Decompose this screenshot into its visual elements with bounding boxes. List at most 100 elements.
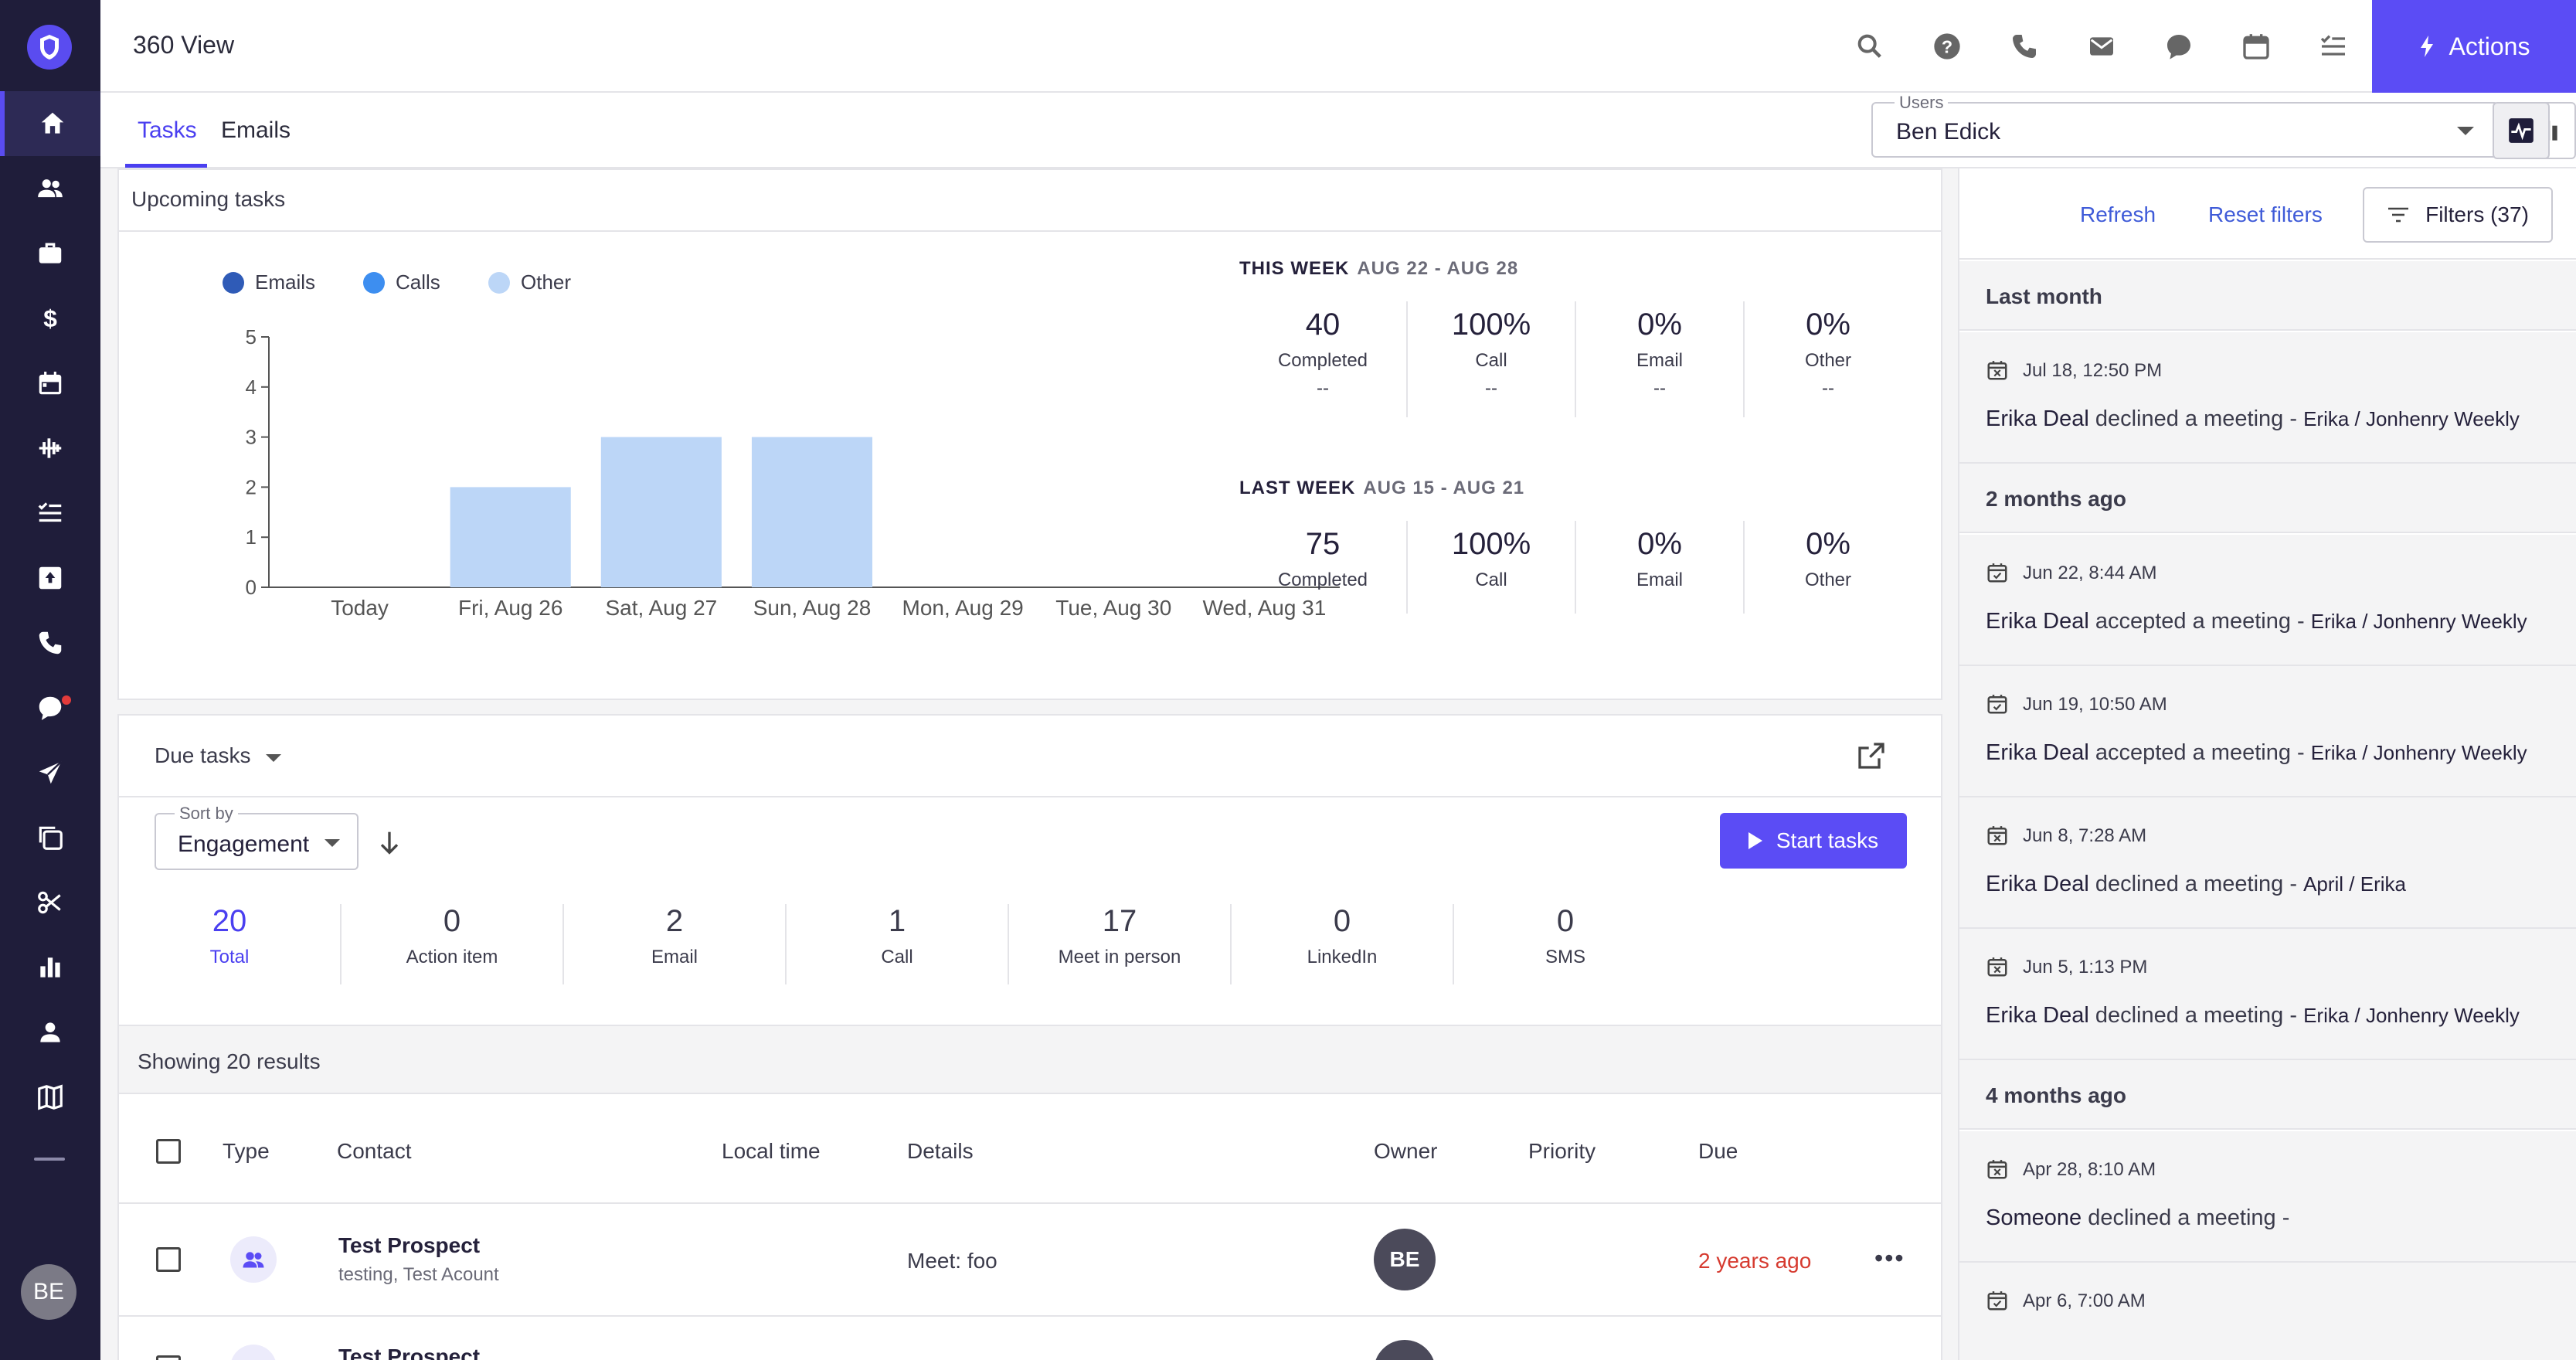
count-linkedin[interactable]: 0 LinkedIn [1232,904,1454,984]
feed-item[interactable]: Apr 6, 7:00 AM [1959,1263,2576,1360]
play-icon [1748,832,1762,849]
feed-item-person[interactable]: Erika Deal [1986,406,2089,431]
bar-other[interactable] [450,487,571,587]
count-action-item[interactable]: 0 Action item [342,904,564,984]
feed-item-meeting[interactable]: Erika / Jonhenry Weekly [2310,741,2527,764]
feed-item[interactable]: Jun 5, 1:13 PM Erika Deal declined a meet… [1959,929,2576,1060]
feed-item[interactable]: Jun 19, 10:50 AM Erika Deal accepted a me… [1959,666,2576,797]
sort-direction-icon[interactable] [374,827,405,858]
column-due[interactable]: Due [1698,1139,1738,1163]
bar-other[interactable] [751,437,873,587]
mail-icon[interactable] [2083,28,2120,65]
feed-item[interactable]: Jun 8, 7:28 AM Erika Deal declined a meet… [1959,797,2576,929]
bar-other[interactable] [600,437,722,587]
activity-view-button[interactable] [2493,102,2550,159]
sidebar-item-people[interactable] [0,156,100,221]
count-sms[interactable]: 0 SMS [1454,904,1677,984]
feed-item-person[interactable]: Erika Deal [1986,872,2089,896]
sidebar-item-task-list[interactable] [0,481,100,546]
count-email[interactable]: 2 Email [564,904,787,984]
due-tasks-title[interactable]: Due tasks [155,743,251,767]
column-local-time[interactable]: Local time [722,1139,821,1163]
row-checkbox[interactable] [156,1355,181,1360]
upcoming-tasks-header: Upcoming tasks [119,170,1941,232]
start-tasks-button[interactable]: Start tasks [1720,813,1907,869]
tab-bar: Tasks Emails Users Ben Edick [100,93,2576,168]
filters-button[interactable]: Filters (37) [2363,187,2553,243]
feed-item-person[interactable]: Erika Deal [1986,740,2089,765]
sidebar-item-person[interactable] [0,1000,100,1065]
actions-button[interactable]: Actions [2372,0,2576,93]
sidebar-item-waveform[interactable] [0,416,100,481]
count-meet-in-person[interactable]: 17 Meet in person [1009,904,1232,984]
feed-item-person[interactable]: Erika Deal [1986,1003,2089,1028]
phone-icon[interactable] [2006,28,2043,65]
contact-name[interactable]: Test Prospect [338,1345,481,1360]
feed-item-meeting[interactable]: Erika / Jonhenry Weekly [2303,1004,2520,1027]
calendar-icon[interactable] [2238,28,2275,65]
contact-name[interactable]: Test Prospect [338,1233,481,1257]
column-details[interactable]: Details [907,1139,974,1163]
feed-item-person[interactable]: Erika Deal [1986,609,2089,634]
active-tab-indicator [125,164,207,168]
row-checkbox[interactable] [156,1247,181,1272]
tab-emails[interactable]: Emails [221,117,291,143]
calendar-x-icon [1987,957,2007,977]
sidebar-item-phone[interactable] [0,610,100,675]
count-total[interactable]: 20 Total [119,904,342,984]
sidebar-item-briefcase[interactable] [0,221,100,286]
feed-item-meeting[interactable]: Erika / Jonhenry Weekly [2303,407,2520,430]
sidebar-item-home[interactable] [0,91,100,156]
tab-tasks[interactable]: Tasks [138,117,197,143]
sidebar-item-calendar[interactable] [0,351,100,416]
feed-item[interactable]: Jul 18, 12:50 PM Erika Deal declined a me… [1959,332,2576,464]
feed-item[interactable]: Apr 28, 8:10 AM Someone declined a meetin… [1959,1131,2576,1263]
dollar-icon: $ [43,304,57,332]
app-logo-icon[interactable] [25,23,73,71]
users-select[interactable]: Users Ben Edick [1871,93,2499,158]
sidebar-item-scissors[interactable] [0,870,100,935]
chat-icon[interactable] [2160,28,2197,65]
search-icon[interactable] [1851,28,1888,65]
sidebar-item-upload-box[interactable] [0,546,100,610]
sidebar-item-dollar[interactable]: $ [0,286,100,351]
select-all-checkbox[interactable] [156,1139,181,1164]
sidebar-item-bar-chart[interactable] [0,935,100,1000]
y-tick-label: 3 [246,426,257,449]
chevron-down-icon[interactable] [266,754,281,762]
sidebar-item-chat[interactable] [0,675,100,740]
feed-item-meeting[interactable]: April / Erika [2303,872,2406,896]
sort-by-value: Engagement [178,831,310,857]
sidebar-item-send[interactable] [0,740,100,805]
feed-item[interactable]: Jun 22, 8:44 AM Erika Deal accepted a mee… [1959,535,2576,666]
stat-call: 100% Call -- [1408,301,1576,417]
open-external-icon[interactable] [1856,740,1887,771]
feed-item-meeting[interactable]: Erika / Jonhenry Weekly [2310,610,2527,633]
column-type[interactable]: Type [223,1139,270,1163]
task-list-icon[interactable] [2315,28,2352,65]
legend-label: Calls [396,270,440,294]
help-icon[interactable]: ? [1929,28,1966,65]
legend-label: Other [521,270,572,294]
sort-by-select[interactable]: Sort by Engagement [155,804,359,870]
refresh-link[interactable]: Refresh [2080,202,2156,226]
reset-filters-link[interactable]: Reset filters [2208,202,2323,226]
sidebar-item-map[interactable] [0,1065,100,1130]
details-value: foo [967,1249,997,1273]
column-contact[interactable]: Contact [337,1139,412,1163]
column-owner[interactable]: Owner [1374,1139,1438,1163]
stat-call: 100% Call [1408,521,1576,614]
due-tasks-card: Due tasks Sort by Engagement Start tasks… [117,714,1942,1360]
sidebar-item-copy[interactable] [0,805,100,870]
users-select-value: Ben Edick [1896,119,2001,144]
feed-group-label: 4 months ago [1986,1083,2127,1107]
stat-delta: -- [1485,378,1497,399]
count-call[interactable]: 1 Call [787,904,1009,984]
owner-avatar: BE [1374,1229,1436,1290]
more-options-icon[interactable]: ••• [1874,1244,1905,1272]
user-avatar[interactable]: BE [21,1264,76,1320]
column-priority[interactable]: Priority [1528,1139,1596,1163]
feed-item-person[interactable]: Someone [1986,1205,2082,1230]
calendar-check-icon [1987,695,2007,714]
feed-item-text: Someone declined a meeting - [1986,1205,2289,1231]
